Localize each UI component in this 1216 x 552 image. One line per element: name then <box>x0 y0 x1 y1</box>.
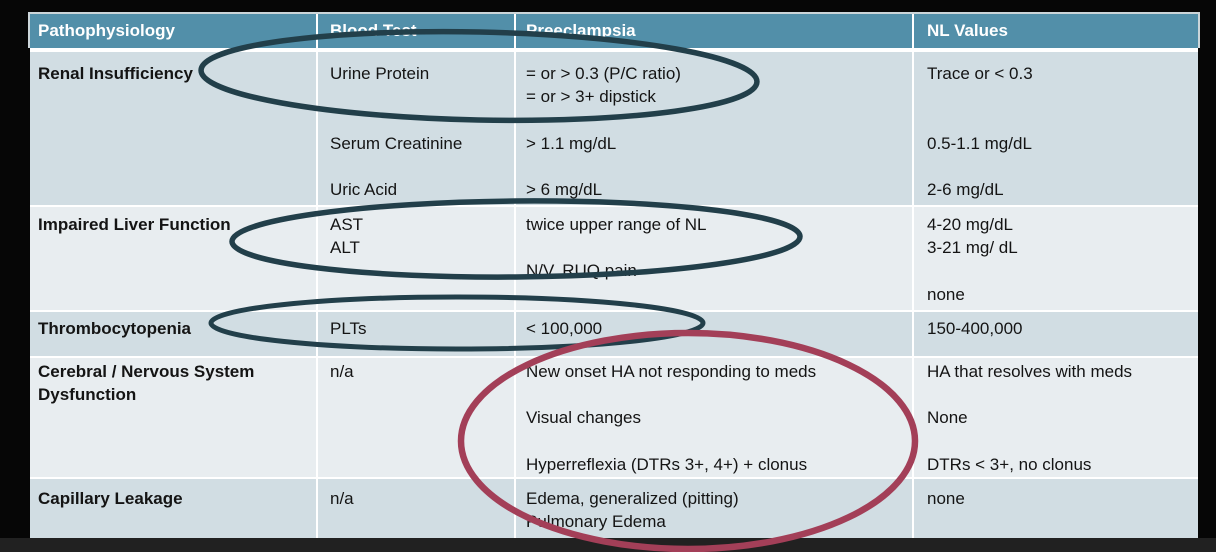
table-row-cerebral-nervous-system-dysfunction: Cerebral / Nervous System Dysfunction n/a… <box>30 356 1198 477</box>
table-row-capillary-leakage: Capillary Leakage n/a Edema, generalized… <box>30 477 1198 538</box>
cell-line <box>927 85 1198 108</box>
cell-pathophysiology: Renal Insufficiency <box>30 52 316 205</box>
cell-line: Hyperreflexia (DTRs 3+, 4+) + clonus <box>526 454 808 474</box>
preeclampsia-lab-table: Pathophysiology Blood Test Preeclampsia … <box>30 14 1198 538</box>
table-row-impaired-liver-function: Impaired Liver Function AST ALT twice upp… <box>30 205 1198 310</box>
cell-line: Pulmonary Edema <box>526 512 666 532</box>
cell-line: Trace or < 0.3 <box>927 64 1033 83</box>
cell-pathophysiology: Thrombocytopenia <box>30 312 316 356</box>
cell-preeclampsia: twice upper range of NL N/V, RUQ pain <box>514 207 912 310</box>
cell-blood-test: PLTs <box>316 312 514 356</box>
cell-line: Cerebral / Nervous System <box>38 362 255 381</box>
cell-preeclampsia: < 100,000 <box>514 312 912 356</box>
cell-line <box>330 155 514 178</box>
cell-line: Impaired Liver Function <box>38 215 231 234</box>
cell-pathophysiology: Cerebral / Nervous System Dysfunction <box>30 358 316 477</box>
cell-line: Thrombocytopenia <box>38 319 192 338</box>
cell-line <box>526 430 912 453</box>
cell-nl-values: 150-400,000 <box>912 312 1198 356</box>
header-nl-values: NL Values <box>912 14 1198 48</box>
cell-line: Serum Creatinine <box>330 133 463 153</box>
cell-preeclampsia: New onset HA not responding to meds Visu… <box>514 358 912 477</box>
table-header-row: Pathophysiology Blood Test Preeclampsia … <box>30 14 1198 48</box>
cell-preeclampsia: = or > 0.3 (P/C ratio) = or > 3+ dipstick… <box>514 52 912 205</box>
cell-line: Uric Acid <box>330 179 398 199</box>
cell-nl-values: Trace or < 0.3 0.5-1.1 mg/dL 2-6 mg/dL <box>912 52 1198 205</box>
cell-line: DTRs < 3+, no clonus <box>927 454 1092 474</box>
cell-line <box>330 85 514 108</box>
cell-line: Visual changes <box>526 408 641 428</box>
cell-blood-test: n/a <box>316 479 514 538</box>
cell-nl-values: HA that resolves with meds None DTRs < 3… <box>912 358 1198 477</box>
cell-line: N/V, RUQ pain <box>526 261 637 281</box>
header-preeclampsia: Preeclampsia <box>514 14 912 48</box>
table-row-renal-insufficiency: Renal Insufficiency Urine Protein Serum … <box>30 48 1198 205</box>
header-blood-test: Blood Test <box>316 14 514 48</box>
cell-blood-test: Urine Protein Serum Creatinine Uric Acid <box>316 52 514 205</box>
cell-line: > 1.1 mg/dL <box>526 133 617 153</box>
cell-line: < 100,000 <box>526 319 603 338</box>
cell-line: Urine Protein <box>330 64 430 83</box>
cell-line: none <box>927 284 965 304</box>
header-pathophysiology: Pathophysiology <box>38 21 175 40</box>
cell-blood-test: AST ALT <box>316 207 514 310</box>
cell-line: = or > 0.3 (P/C ratio) <box>526 64 681 83</box>
cell-line: = or > 3+ dipstick <box>526 87 656 107</box>
cell-nl-values: 4-20 mg/dL 3-21 mg/ dL none <box>912 207 1198 310</box>
cell-line: > 6 mg/dL <box>526 179 603 199</box>
cell-line <box>526 383 912 406</box>
cell-line: 4-20 mg/dL <box>927 215 1013 234</box>
cell-line: New onset HA not responding to meds <box>526 362 817 381</box>
cell-preeclampsia: Edema, generalized (pitting) Pulmonary Ed… <box>514 479 912 538</box>
cell-line: Dysfunction <box>38 385 137 405</box>
cell-nl-values: none <box>912 479 1198 538</box>
cell-line: AST <box>330 215 364 234</box>
cell-pathophysiology: Impaired Liver Function <box>30 207 316 310</box>
table-row-thrombocytopenia: Thrombocytopenia PLTs < 100,000 150-400,… <box>30 310 1198 356</box>
cell-line: None <box>927 408 968 428</box>
cell-line: ALT <box>330 238 360 258</box>
cell-line: n/a <box>330 489 354 508</box>
cell-line <box>526 108 912 131</box>
cell-line: Renal Insufficiency <box>38 64 193 83</box>
cell-line: PLTs <box>330 319 367 338</box>
cell-line <box>927 383 1198 406</box>
cell-line: 0.5-1.1 mg/dL <box>927 133 1032 153</box>
cell-line <box>927 430 1198 453</box>
cell-line: none <box>927 489 965 508</box>
cell-line <box>526 155 912 178</box>
cell-blood-test: n/a <box>316 358 514 477</box>
cell-line: HA that resolves with meds <box>927 362 1133 381</box>
cell-line: 150-400,000 <box>927 319 1023 338</box>
cell-pathophysiology: Capillary Leakage <box>30 479 316 538</box>
cell-line: 3-21 mg/ dL <box>927 238 1018 258</box>
cell-line: Capillary Leakage <box>38 489 183 508</box>
cell-line <box>927 155 1198 178</box>
cell-line: Edema, generalized (pitting) <box>526 489 739 508</box>
cell-line <box>526 236 912 259</box>
cell-line <box>927 108 1198 131</box>
cell-line: 2-6 mg/dL <box>927 179 1004 199</box>
cell-line <box>927 259 1198 282</box>
cell-line <box>330 108 514 131</box>
cell-line: n/a <box>330 362 354 381</box>
slide-bottom-margin <box>0 538 1216 552</box>
cell-line: twice upper range of NL <box>526 215 707 234</box>
